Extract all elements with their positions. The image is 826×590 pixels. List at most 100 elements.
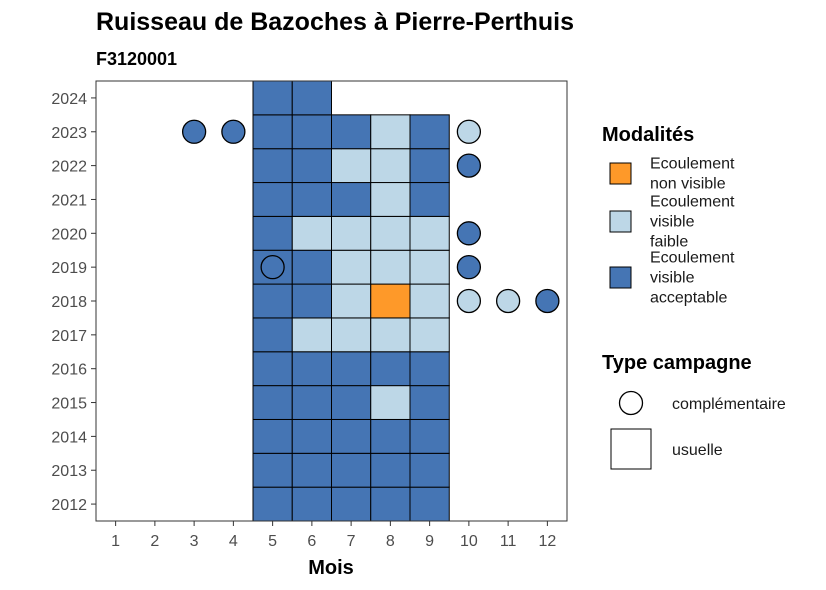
cell-2015-9	[409, 385, 450, 420]
cell-2019-9	[409, 249, 450, 285]
legend-type-campagne: Type campagne complémentaire usuelle	[602, 352, 786, 470]
y-tick-label: 2019	[51, 260, 87, 277]
cell-2017-9	[409, 317, 450, 353]
x-tick-label: 8	[386, 533, 395, 550]
cell-2022-7	[331, 148, 372, 184]
y-tick-label: 2013	[51, 463, 87, 480]
cell-2012-5	[252, 486, 293, 522]
cell-2019-6	[291, 249, 332, 285]
cell-2016-7	[331, 351, 372, 387]
y-tick-label: 2018	[51, 294, 87, 311]
cell-2023-7	[331, 114, 372, 150]
y-tick-label: 2015	[51, 396, 87, 413]
cell-2018-5	[252, 283, 293, 319]
cell-2021-6	[291, 182, 332, 217]
cell-2022-5	[252, 148, 293, 184]
legend-modalites-title: Modalités	[602, 124, 694, 146]
cell-2022-8	[370, 148, 411, 184]
chart-subtitle: F3120001	[96, 49, 177, 69]
cell-2017-8	[370, 317, 411, 353]
x-tick-label: 3	[190, 533, 199, 550]
cell-2017-7	[331, 317, 372, 353]
cell-2014-7	[331, 418, 372, 454]
cell-2023-5	[252, 114, 293, 150]
heatmap-cells	[252, 80, 450, 522]
y-tick-label: 2017	[51, 328, 87, 345]
y-tick-label: 2022	[51, 159, 87, 176]
point-2023-10	[456, 119, 482, 144]
cell-2015-7	[331, 385, 372, 420]
cell-2021-7	[331, 182, 372, 217]
legend-type-title: Type campagne	[602, 352, 752, 374]
cell-2015-5	[252, 385, 293, 420]
cell-2020-7	[331, 215, 372, 251]
cell-2018-6	[291, 283, 332, 319]
legend-key-vf	[609, 210, 632, 233]
legend-key-usuelle	[610, 428, 652, 470]
x-tick-label: 10	[460, 533, 478, 550]
y-tick-label: 2024	[51, 91, 87, 108]
cell-2016-9	[409, 351, 450, 387]
cell-2013-8	[370, 452, 411, 488]
cell-2016-8	[370, 351, 411, 387]
x-tick-label: 12	[538, 533, 556, 550]
y-axis: 2012 2013 2014 2015 2016 2017 2018 2019 2020 2021…	[51, 91, 96, 514]
x-tick-label: 6	[307, 533, 316, 550]
cell-2014-6	[291, 418, 332, 454]
cell-2014-8	[370, 418, 411, 454]
x-tick-label: 4	[229, 533, 238, 550]
y-tick-label: 2023	[51, 125, 87, 142]
point-2023-3	[181, 119, 207, 144]
cell-2020-6	[291, 215, 332, 251]
cell-2014-5	[252, 418, 293, 454]
x-axis: 1 2 3 4 5 6 7 8 9 10 11 12	[111, 521, 556, 550]
point-2018-12	[535, 288, 560, 314]
cell-2021-9	[409, 182, 450, 217]
cell-2018-7	[331, 283, 372, 319]
legend-key-complementaire	[618, 390, 644, 416]
cell-2012-7	[331, 486, 372, 522]
cell-2018-9	[409, 283, 450, 319]
point-2022-10	[456, 153, 482, 178]
cell-2013-9	[409, 452, 450, 488]
legend-modalites: Modalités Ecoulement non visibleEcoulemen…	[602, 124, 735, 307]
cell-2012-8	[370, 486, 411, 522]
cell-2024-6	[291, 80, 332, 116]
cell-2020-5	[252, 215, 293, 251]
point-2020-10	[456, 221, 482, 246]
legend-label-vf: Ecoulement visible faible	[650, 194, 735, 251]
cell-2012-6	[291, 486, 332, 522]
x-tick-label: 2	[150, 533, 159, 550]
cell-2017-5	[252, 317, 293, 353]
cell-2016-5	[252, 351, 293, 387]
point-2019-5	[260, 255, 285, 280]
cell-2020-8	[370, 215, 411, 251]
cell-2019-8	[370, 249, 411, 285]
x-tick-label: 9	[425, 533, 434, 550]
cell-2013-5	[252, 452, 293, 488]
campaign-points	[181, 119, 560, 314]
cell-2019-7	[331, 249, 372, 285]
x-tick-label: 11	[500, 533, 517, 550]
point-2018-11	[495, 288, 521, 314]
cell-2013-7	[331, 452, 372, 488]
legend-label-usuelle: usuelle	[672, 442, 723, 459]
cell-2022-9	[409, 148, 450, 184]
y-tick-label: 2016	[51, 362, 87, 379]
point-2023-4	[221, 119, 246, 144]
cell-2023-9	[409, 114, 450, 150]
cell-2021-8	[370, 182, 411, 217]
point-2019-10	[456, 255, 482, 280]
cell-2016-6	[291, 351, 332, 387]
x-tick-label: 5	[268, 533, 277, 550]
legend-label-complementaire: complémentaire	[672, 396, 786, 413]
cell-2024-5	[252, 80, 293, 116]
legend-key-va	[609, 266, 632, 289]
legend-label-va: Ecoulement visible acceptable	[650, 250, 735, 307]
x-axis-label: Mois	[308, 557, 354, 579]
cell-2013-6	[291, 452, 332, 488]
legend-key-nv	[609, 162, 632, 185]
cell-2022-6	[291, 148, 332, 184]
legend-label-nv: Ecoulement non visible	[650, 156, 735, 193]
